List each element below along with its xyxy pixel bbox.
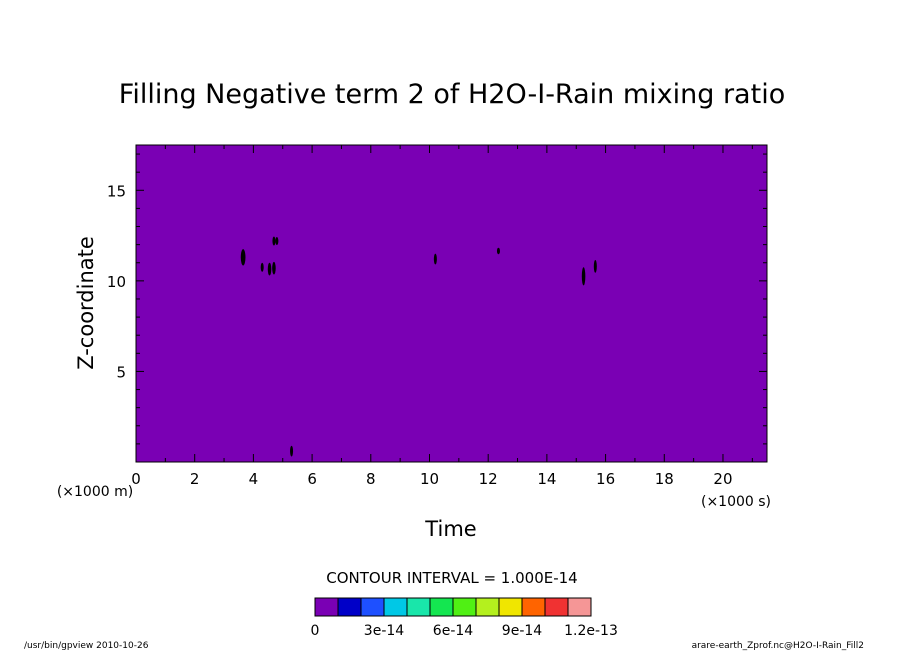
colorbar-cell-8 bbox=[498, 597, 523, 617]
y-tick-label-5: 5 bbox=[116, 363, 126, 381]
data-feature-4 bbox=[272, 236, 276, 246]
data-feature-9 bbox=[581, 267, 586, 286]
x-tick-label-10: 10 bbox=[420, 470, 439, 488]
colorbar-cell-3 bbox=[383, 597, 408, 617]
data-feature-5 bbox=[275, 237, 279, 245]
data-feature-7 bbox=[433, 253, 437, 265]
colorbar-cell-4 bbox=[406, 597, 431, 617]
colorbar-cell-2 bbox=[360, 597, 385, 617]
colorbar-label-0: 0 bbox=[311, 623, 320, 639]
data-feature-1 bbox=[260, 262, 264, 272]
x-tick-label-16: 16 bbox=[596, 470, 615, 488]
colorbar-label-2: 6e-14 bbox=[433, 623, 473, 639]
x-tick-label-8: 8 bbox=[366, 470, 376, 488]
data-feature-8 bbox=[496, 247, 500, 255]
x-axis-label: Time bbox=[424, 517, 476, 541]
x-tick-label-14: 14 bbox=[537, 470, 556, 488]
colorbar-cell-6 bbox=[452, 597, 477, 617]
colorbar-cell-10 bbox=[544, 597, 569, 617]
x-tick-label-18: 18 bbox=[655, 470, 674, 488]
contour-interval-text: CONTOUR INTERVAL = 1.000E-14 bbox=[326, 569, 577, 587]
colorbar bbox=[314, 597, 592, 617]
x-tick-label-12: 12 bbox=[479, 470, 498, 488]
chart-title: Filling Negative term 2 of H2O-I-Rain mi… bbox=[119, 79, 785, 110]
colorbar-labels: 0 3e-14 6e-14 9e-14 1.2e-13 bbox=[311, 623, 618, 639]
y-unit-label: (×1000 m) bbox=[57, 484, 133, 500]
colorbar-cell-9 bbox=[521, 597, 546, 617]
y-tick-label-10: 10 bbox=[107, 273, 126, 291]
colorbar-cell-1 bbox=[337, 597, 362, 617]
data-feature-0 bbox=[240, 249, 246, 266]
x-axis-ticks: 0 2 4 6 8 10 12 14 16 18 20 bbox=[131, 145, 753, 488]
colorbar-cell-5 bbox=[429, 597, 454, 617]
x-unit-label: (×1000 s) bbox=[701, 494, 771, 510]
colorbar-cell-0 bbox=[314, 597, 339, 617]
colorbar-label-4: 1.2e-13 bbox=[564, 623, 618, 639]
footer-right: arare-earth_Zprof.nc@H2O-I-Rain_Fill2 bbox=[691, 641, 864, 651]
colorbar-cell-7 bbox=[475, 597, 500, 617]
plot-area bbox=[135, 144, 768, 463]
data-features bbox=[240, 236, 597, 457]
data-feature-6 bbox=[290, 445, 294, 457]
data-feature-2 bbox=[267, 262, 272, 276]
y-tick-label-15: 15 bbox=[107, 182, 126, 200]
colorbar-label-1: 3e-14 bbox=[364, 623, 404, 639]
data-feature-10 bbox=[593, 260, 597, 273]
x-tick-label-0: 0 bbox=[131, 470, 141, 488]
y-axis-label: Z-coordinate bbox=[74, 236, 98, 370]
footer-left: /usr/bin/gpview 2010-10-26 bbox=[24, 641, 149, 651]
colorbar-label-3: 9e-14 bbox=[502, 623, 542, 639]
x-tick-label-20: 20 bbox=[713, 470, 732, 488]
x-tick-label-4: 4 bbox=[249, 470, 259, 488]
colorbar-cell-11 bbox=[567, 597, 592, 617]
data-feature-3 bbox=[272, 261, 276, 275]
x-tick-label-2: 2 bbox=[190, 470, 200, 488]
x-tick-label-6: 6 bbox=[307, 470, 317, 488]
y-axis-ticks: 5 10 15 bbox=[107, 153, 767, 445]
